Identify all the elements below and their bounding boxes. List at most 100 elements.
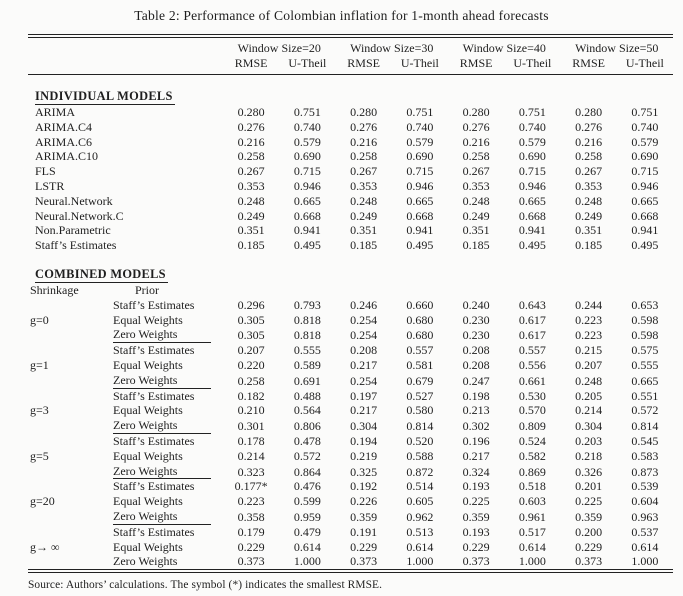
window-group-header-30: Window Size=30 (335, 34, 448, 56)
metric-value-cell: 0.296 (237, 297, 265, 312)
table-row: Zero Weights 0.301 0.806 0.304 0.814 0.302 0.8… (28, 418, 673, 434)
metric-value-cell: 0.653 (631, 297, 659, 312)
metric-value-cell: 0.359 (350, 509, 378, 524)
shrinkage-cell: g=0 (30, 312, 49, 327)
metric-value-cell: 0.598 (631, 312, 659, 327)
metric-value-cell: 0.193 (462, 524, 490, 539)
metric-value-cell: 0.479 (293, 524, 321, 539)
metric-value-cell: 0.246 (350, 297, 378, 312)
table-row: Zero Weights 0.258 0.691 0.254 0.679 0.247 0.6… (28, 373, 673, 389)
header-spacer (28, 56, 223, 75)
metric-value-cell: 0.182 (237, 388, 265, 403)
metric-value-cell: 0.668 (293, 208, 321, 223)
combined-subheader-row: Shrinkage Prior (28, 283, 673, 298)
model-name-cell: LSTR (35, 178, 65, 193)
metric-value-cell: 0.223 (575, 312, 603, 327)
metric-value-cell: 0.740 (518, 119, 546, 134)
metric-value-cell: 0.680 (406, 312, 434, 327)
metric-value-cell: 0.304 (575, 419, 603, 434)
metric-value-cell: 0.248 (575, 193, 603, 208)
metric-value-cell: 0.353 (237, 178, 265, 193)
model-name-cell: ARIMA (35, 105, 76, 119)
window-group-header-50: Window Size=50 (560, 34, 673, 56)
metric-value-cell: 0.210 (237, 403, 265, 418)
shrinkage-cell: g=3 (30, 403, 49, 418)
metric-value-cell: 0.751 (293, 105, 321, 119)
table-row: Zero Weights 0.323 0.864 0.325 0.872 0.324 0.8… (28, 464, 673, 480)
metric-value-cell: 0.599 (293, 494, 321, 509)
metric-value-cell: 0.373 (350, 554, 378, 569)
metric-value-cell: 0.280 (350, 105, 378, 119)
metric-value-cell: 0.680 (406, 328, 434, 343)
metric-value-cell: 0.373 (462, 554, 490, 569)
individual-section-row: INDIVIDUAL MODELS (28, 75, 673, 105)
table-row: Non.Parametric 0.351 0.941 0.351 0.941 0.351 0… (28, 223, 673, 238)
model-name-cell: ARIMA.C4 (35, 119, 93, 134)
prior-cell: Equal Weights (113, 403, 223, 418)
metric-value-cell: 0.254 (350, 312, 378, 327)
metric-value-cell: 0.617 (518, 312, 546, 327)
metric-value-cell: 0.575 (631, 343, 659, 358)
metric-value-cell: 0.751 (631, 105, 659, 119)
metric-value-cell: 0.229 (350, 539, 378, 554)
table-row: Zero Weights 0.358 0.959 0.359 0.962 0.359 0.9… (28, 509, 673, 525)
metric-value-cell: 0.248 (237, 193, 265, 208)
prior-label: Zero Weights (113, 554, 178, 569)
metric-value-cell: 0.691 (293, 373, 321, 388)
header-spacer (28, 34, 223, 56)
table-row: Staff’s Estimates 0.182 0.488 0.197 0.527 0.1… (28, 389, 673, 404)
prior-label: Staff’s Estimates (113, 297, 195, 312)
shrinkage-cell (28, 525, 113, 540)
metric-value-cell: 0.214 (237, 448, 265, 463)
utheil-header: U-Theil (400, 56, 439, 70)
table-row: Staff’s Estimates 0.296 0.793 0.246 0.660 0.2… (28, 298, 673, 313)
prior-cell: Staff’s Estimates (113, 525, 223, 540)
prior-cell: Equal Weights (113, 494, 223, 509)
prior-label: Equal Weights (113, 539, 183, 554)
metric-value-cell: 0.643 (518, 297, 546, 312)
metric-value-cell: 0.276 (237, 119, 265, 134)
prior-cell: Equal Weights (113, 449, 223, 464)
metric-value-cell: 0.679 (406, 373, 434, 388)
metric-value-cell: 0.215 (575, 343, 603, 358)
prior-cell: Staff’s Estimates (113, 479, 223, 494)
metric-value-cell: 0.476 (293, 479, 321, 494)
metric-value-cell: 0.226 (350, 494, 378, 509)
metric-value-cell: 0.185 (575, 238, 603, 253)
metric-value-cell: 0.203 (575, 433, 603, 448)
table-row: g=0 Equal Weights 0.305 0.818 0.254 0.680 0.23… (28, 313, 673, 328)
metric-value-cell: 0.715 (293, 164, 321, 179)
metric-value-cell: 0.373 (237, 554, 265, 569)
metric-value-cell: 0.218 (575, 448, 603, 463)
metric-value-cell: 0.514 (406, 479, 434, 494)
source-note: Source: Authors’ calculations. The symbo… (28, 579, 383, 592)
metric-value-cell: 0.579 (631, 134, 659, 149)
metric-value-cell: 0.229 (237, 539, 265, 554)
metric-value-cell: 0.614 (406, 539, 434, 554)
prior-label: Equal Weights (113, 448, 183, 463)
metric-value-cell: 0.230 (462, 328, 490, 343)
prior-cell: Zero Weights (113, 418, 223, 434)
metric-value-cell: 0.276 (462, 119, 490, 134)
prior-label: Zero Weights (113, 418, 211, 434)
metric-value-cell: 0.478 (293, 433, 321, 448)
metric-value-cell: 0.201 (575, 479, 603, 494)
window-group-header-40: Window Size=40 (448, 34, 561, 56)
metric-value-cell: 0.518 (518, 479, 546, 494)
metric-value-cell: 0.740 (406, 119, 434, 134)
metric-value-cell: 0.219 (350, 448, 378, 463)
metric-value-cell: 0.603 (518, 494, 546, 509)
metric-value-cell: 0.254 (350, 373, 378, 388)
metric-value-cell: 0.258 (237, 149, 265, 164)
metric-value-cell: 0.557 (406, 343, 434, 358)
metric-value-cell: 0.249 (237, 208, 265, 223)
model-name-cell: Staff’s Estimates (35, 238, 117, 253)
table-row: g=5 Equal Weights 0.214 0.572 0.219 0.588 0.21… (28, 449, 673, 464)
metric-value-cell: 0.351 (462, 223, 490, 238)
table-row: LSTR 0.353 0.946 0.353 0.946 0.353 0.946 0.353 0… (28, 179, 673, 194)
metric-value-cell: 0.359 (575, 509, 603, 524)
prior-cell: Zero Weights (113, 373, 223, 389)
metric-value-cell: 0.214 (575, 403, 603, 418)
table-row: FLS 0.267 0.715 0.267 0.715 0.267 0.715 0.267 0.… (28, 164, 673, 179)
utheil-header: U-Theil (513, 56, 552, 70)
